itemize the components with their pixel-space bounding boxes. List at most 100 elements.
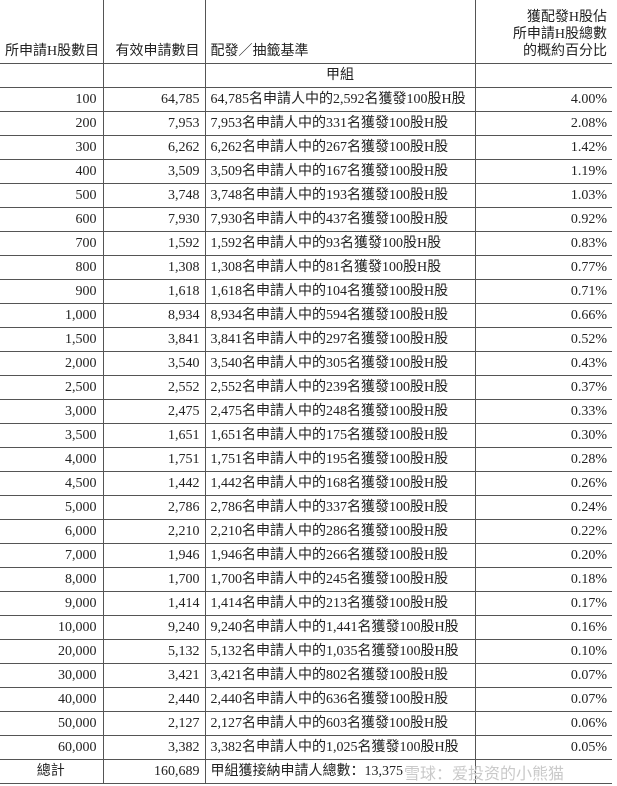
cell-allotment-basis: 2,210名申請人中的286名獲發100股H股 [204, 519, 476, 544]
table-row: 10,000 9,240 9,240名申請人中的1,441名獲發100股H股 0.16… [0, 615, 612, 640]
cell-valid-applications: 3,421 [102, 663, 206, 688]
table-row: 600 7,930 7,930名申請人中的437名獲發100股H股 0.92% [0, 207, 612, 232]
cell-valid-applications: 9,240 [102, 615, 206, 640]
cell-shares-applied: 300 [0, 135, 104, 160]
cell-shares-applied: 30,000 [0, 663, 104, 688]
cell-allotment-percentage: 0.83% [474, 231, 612, 256]
cell-shares-applied: 50,000 [0, 711, 104, 736]
cell-shares-applied: 20,000 [0, 639, 104, 664]
table-row: 2,000 3,540 3,540名申請人中的305名獲發100股H股 0.43% [0, 351, 612, 376]
cell-valid-applications: 2,786 [102, 495, 206, 520]
cell-valid-applications: 1,308 [102, 255, 206, 280]
cell-shares-applied: 600 [0, 207, 104, 232]
cell-allotment-percentage: 0.71% [474, 279, 612, 304]
cell-allotment-percentage: 0.05% [474, 735, 612, 760]
table-row: 900 1,618 1,618名申請人中的104名獲發100股H股 0.71% [0, 279, 612, 304]
cell-allotment-percentage: 0.77% [474, 255, 612, 280]
cell-allotment-basis: 2,475名申請人中的248名獲發100股H股 [204, 399, 476, 424]
group-row: 甲組 [0, 63, 612, 88]
cell-allotment-percentage: 0.66% [474, 303, 612, 328]
cell-valid-applications: 1,946 [102, 543, 206, 568]
cell-shares-applied: 5,000 [0, 495, 104, 520]
cell-allotment-basis: 3,421名申請人中的802名獲發100股H股 [204, 663, 476, 688]
cell-allotment-percentage: 0.28% [474, 447, 612, 472]
cell-allotment-percentage: 0.20% [474, 543, 612, 568]
table-row: 20,000 5,132 5,132名申請人中的1,035名獲發100股H股 0.10… [0, 639, 612, 664]
table-row: 2,500 2,552 2,552名申請人中的239名獲發100股H股 0.37% [0, 375, 612, 400]
cell-allotment-percentage: 0.06% [474, 711, 612, 736]
cell-valid-applications: 2,127 [102, 711, 206, 736]
cell-allotment-percentage: 0.37% [474, 375, 612, 400]
cell-shares-applied: 500 [0, 183, 104, 208]
cell-allotment-basis: 3,748名申請人中的193名獲發100股H股 [204, 183, 476, 208]
cell-shares-applied: 200 [0, 111, 104, 136]
table-row: 40,000 2,440 2,440名申請人中的636名獲發100股H股 0.07% [0, 687, 612, 712]
cell-valid-applications: 3,841 [102, 327, 206, 352]
total-row: 總計 160,689 甲組獲接納申請人總數：13,375 [0, 759, 612, 784]
cell-shares-applied: 7,000 [0, 543, 104, 568]
table-row: 7,000 1,946 1,946名申請人中的266名獲發100股H股 0.20% [0, 543, 612, 568]
cell-allotment-percentage: 0.10% [474, 639, 612, 664]
cell-allotment-basis: 2,786名申請人中的337名獲發100股H股 [204, 495, 476, 520]
cell-allotment-basis: 2,127名申請人中的603名獲發100股H股 [204, 711, 476, 736]
cell-allotment-basis: 2,552名申請人中的239名獲發100股H股 [204, 375, 476, 400]
cell-valid-applications: 3,509 [102, 159, 206, 184]
cell-valid-applications: 3,540 [102, 351, 206, 376]
cell-allotment-percentage: 0.17% [474, 591, 612, 616]
cell-shares-applied: 3,000 [0, 399, 104, 424]
cell-allotment-percentage: 2.08% [474, 111, 612, 136]
cell-allotment-basis: 1,751名申請人中的195名獲發100股H股 [204, 447, 476, 472]
cell-shares-applied: 60,000 [0, 735, 104, 760]
table-row: 60,000 3,382 3,382名申請人中的1,025名獲發100股H股 0.05… [0, 735, 612, 760]
table-row: 300 6,262 6,262名申請人中的267名獲發100股H股 1.42% [0, 135, 612, 160]
cell-allotment-basis: 64,785名申請人中的2,592名獲發100股H股 [204, 87, 476, 112]
cell-allotment-percentage: 0.33% [474, 399, 612, 424]
cell-allotment-basis: 1,700名申請人中的245名獲發100股H股 [204, 567, 476, 592]
cell-valid-applications: 1,414 [102, 591, 206, 616]
table-row: 8,000 1,700 1,700名申請人中的245名獲發100股H股 0.18% [0, 567, 612, 592]
cell-valid-applications: 2,475 [102, 399, 206, 424]
cell-valid-applications: 1,651 [102, 423, 206, 448]
cell-allotment-basis: 1,414名申請人中的213名獲發100股H股 [204, 591, 476, 616]
cell-valid-applications: 7,930 [102, 207, 206, 232]
cell-allotment-percentage: 0.26% [474, 471, 612, 496]
header-basis: 配發／抽籤基準 [204, 0, 476, 64]
table-row: 50,000 2,127 2,127名申請人中的603名獲發100股H股 0.06% [0, 711, 612, 736]
cell-allotment-percentage: 0.18% [474, 567, 612, 592]
cell-allotment-percentage: 0.43% [474, 351, 612, 376]
cell-allotment-basis: 5,132名申請人中的1,035名獲發100股H股 [204, 639, 476, 664]
cell-allotment-percentage: 1.19% [474, 159, 612, 184]
cell-shares-applied: 900 [0, 279, 104, 304]
cell-valid-applications: 1,751 [102, 447, 206, 472]
cell-shares-applied: 40,000 [0, 687, 104, 712]
header-pct-line2: 所申請H股總數 [512, 27, 607, 42]
table-body: 100 64,785 64,785名申請人中的2,592名獲發100股H股 4.00%… [0, 87, 612, 760]
cell-allotment-basis: 1,946名申請人中的266名獲發100股H股 [204, 543, 476, 568]
cell-shares-applied: 700 [0, 231, 104, 256]
cell-shares-applied: 100 [0, 87, 104, 112]
header-pct-line3: 的概約百分比 [523, 44, 607, 59]
cell-allotment-basis: 8,934名申請人中的594名獲發100股H股 [204, 303, 476, 328]
cell-valid-applications: 8,934 [102, 303, 206, 328]
cell-valid-applications: 7,953 [102, 111, 206, 136]
cell-allotment-basis: 1,442名申請人中的168名獲發100股H股 [204, 471, 476, 496]
cell-allotment-percentage: 1.42% [474, 135, 612, 160]
table-row: 30,000 3,421 3,421名申請人中的802名獲發100股H股 0.07% [0, 663, 612, 688]
cell-allotment-basis: 1,308名申請人中的81名獲發100股H股 [204, 255, 476, 280]
table-row: 200 7,953 7,953名申請人中的331名獲發100股H股 2.08% [0, 111, 612, 136]
cell-valid-applications: 1,618 [102, 279, 206, 304]
cell-shares-applied: 4,000 [0, 447, 104, 472]
cell-allotment-percentage: 0.30% [474, 423, 612, 448]
total-applications: 160,689 [102, 759, 206, 784]
cell-allotment-basis: 3,382名申請人中的1,025名獲發100股H股 [204, 735, 476, 760]
table-row: 6,000 2,210 2,210名申請人中的286名獲發100股H股 0.22% [0, 519, 612, 544]
cell-allotment-basis: 9,240名申請人中的1,441名獲發100股H股 [204, 615, 476, 640]
cell-shares-applied: 4,500 [0, 471, 104, 496]
cell-allotment-percentage: 0.07% [474, 663, 612, 688]
cell-allotment-percentage: 0.07% [474, 687, 612, 712]
cell-allotment-basis: 6,262名申請人中的267名獲發100股H股 [204, 135, 476, 160]
cell-shares-applied: 3,500 [0, 423, 104, 448]
total-basis: 甲組獲接納申請人總數：13,375 [204, 759, 476, 784]
table-row: 3,500 1,651 1,651名申請人中的175名獲發100股H股 0.30% [0, 423, 612, 448]
